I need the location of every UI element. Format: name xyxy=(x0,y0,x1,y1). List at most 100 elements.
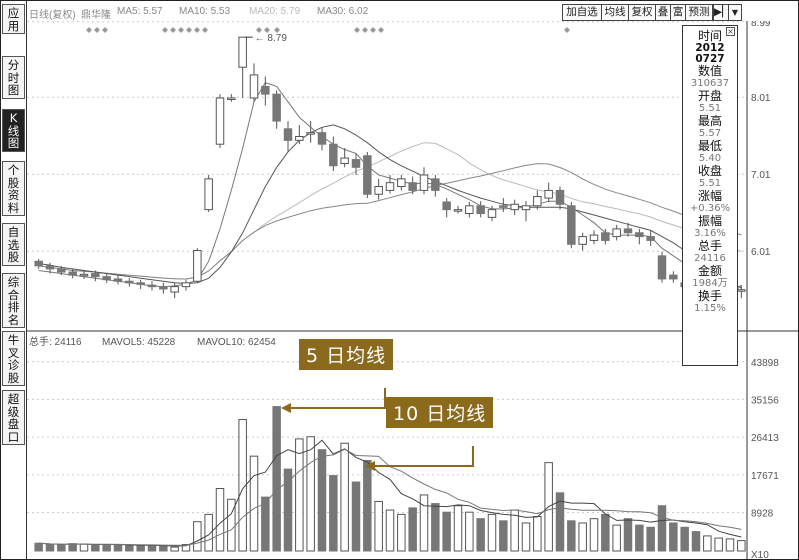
candle-up xyxy=(510,203,519,211)
candle-up xyxy=(249,74,259,99)
sidebar-tab-1[interactable]: 应用 xyxy=(2,4,25,34)
candle-up xyxy=(465,205,474,215)
kline-chart[interactable]: 8.99 8.01 7.01 6.01 43898 35156 26413 17671 8928… xyxy=(27,21,799,560)
sidebar-tab-char: 料 xyxy=(7,200,20,215)
volume-bar-up xyxy=(238,419,247,552)
candle-down xyxy=(125,280,134,284)
info-row-label: 收盘 xyxy=(697,164,722,178)
ma5-readout: MA5: 5.57 xyxy=(117,6,163,17)
info-row-label: 总手 xyxy=(697,239,722,253)
event-marker-icon xyxy=(162,27,168,33)
event-marker-icon xyxy=(362,27,368,33)
sidebar-tab-8[interactable]: 超级盘口 xyxy=(2,390,25,445)
candle-up xyxy=(374,186,383,195)
volume-bar-up xyxy=(725,538,735,552)
event-marker-icon xyxy=(378,27,384,33)
volume-bar-down xyxy=(102,544,111,552)
volume-bar-down xyxy=(431,503,440,552)
sidebar-tab-2[interactable]: 分时图 xyxy=(2,56,25,99)
forecast-button[interactable]: 预测 xyxy=(685,4,713,21)
sidebar-tab-6[interactable]: 综合排名 xyxy=(2,273,25,328)
info-row-label: 最低 xyxy=(697,139,722,153)
candle-up xyxy=(79,273,89,277)
candle-down xyxy=(635,232,644,238)
event-marker-icon xyxy=(178,27,184,33)
volume-bar-down xyxy=(476,518,485,552)
candle-down xyxy=(329,143,338,167)
ma30-readout: MA30: 6.02 xyxy=(317,6,369,17)
volume-bar-down xyxy=(499,520,508,552)
sidebar-tab-char: 用 xyxy=(7,18,20,33)
ma10-callout-arrowhead xyxy=(365,461,375,471)
sidebar-tab-char: 排 xyxy=(7,300,20,314)
candle-down xyxy=(669,274,678,280)
volume-tick-label: 35156 xyxy=(751,395,779,406)
volume-bar-up xyxy=(521,522,531,552)
event-marker-icon xyxy=(186,27,192,33)
info-row-value: 1984万 xyxy=(692,278,728,289)
close-icon[interactable]: × xyxy=(726,27,735,36)
candle-down xyxy=(272,93,281,122)
pin-left-icon[interactable]: ▶▏ xyxy=(713,4,730,21)
mavol5-label: MAVOL5: 45228 xyxy=(102,337,176,348)
volume-bar-down xyxy=(317,449,327,552)
volume-bar-down xyxy=(45,544,55,552)
sidebar-tab-char: 叉 xyxy=(7,345,20,360)
volume-bar-up xyxy=(419,494,429,552)
sidebar-tab-char: 个 xyxy=(7,163,20,177)
mavol10-label: MAVOL10: 62454 xyxy=(197,337,276,348)
volume-bar-down xyxy=(34,542,43,552)
ma-lines-button[interactable]: 均线 xyxy=(601,4,629,21)
info-row-value: 5.51 xyxy=(698,103,722,114)
sidebar-tab-char: 图 xyxy=(7,136,20,150)
event-marker-icon xyxy=(256,27,262,33)
sidebar-tab-char: 自 xyxy=(7,225,20,239)
candle-down xyxy=(646,236,655,241)
volume-bar-up xyxy=(578,522,587,552)
volume-bar-up xyxy=(703,535,712,552)
candle-up xyxy=(385,182,395,191)
info-row-label: 振幅 xyxy=(697,214,722,228)
chevron-down-icon[interactable]: ▼ xyxy=(728,4,742,21)
price-tick-label: 8.01 xyxy=(751,93,771,104)
sidebar-tab-4[interactable]: 个股资料 xyxy=(2,161,25,216)
volume-bar-down xyxy=(623,518,633,552)
event-marker-icon xyxy=(202,27,208,33)
overlay-button[interactable]: 叠 xyxy=(655,4,671,21)
volume-bar-up xyxy=(737,540,746,552)
sidebar-tab-7[interactable]: 牛叉诊股 xyxy=(2,331,25,386)
volume-bar-down xyxy=(657,505,667,552)
info-row-label: 开盘 xyxy=(697,89,722,103)
volume-bar-up xyxy=(249,455,259,552)
event-marker-icon xyxy=(370,27,376,33)
volume-bar-down xyxy=(442,511,451,552)
candle-down xyxy=(283,128,293,141)
candle-down xyxy=(408,182,417,191)
volume-bar-down xyxy=(635,524,644,552)
volume-bar-down xyxy=(691,531,701,552)
rich-button[interactable]: 富 xyxy=(670,4,686,21)
volume-bar-down xyxy=(261,496,270,552)
sidebar-tab-char: 口 xyxy=(7,429,20,444)
volume-bar-down xyxy=(113,544,123,552)
sidebar-tab-char: 资 xyxy=(7,188,20,202)
candle-up xyxy=(521,205,531,211)
volume-bar-down xyxy=(147,544,157,552)
sidebar-tab-5[interactable]: 自选股 xyxy=(2,223,25,266)
volume-bar-down xyxy=(601,513,610,552)
event-marker-icon xyxy=(102,27,108,33)
event-marker-icon xyxy=(354,27,360,33)
volume-bar-down xyxy=(329,475,338,552)
event-marker-icon xyxy=(264,27,270,33)
volume-bar-down xyxy=(669,522,678,552)
sidebar-tab-char: 时 xyxy=(7,70,20,85)
sidebar-tab-char: 名 xyxy=(7,312,20,327)
ma20-line xyxy=(38,142,742,280)
volume-bar-up xyxy=(181,544,191,552)
add-watchlist-button[interactable]: 加自选 xyxy=(562,4,602,21)
restore-rights-button[interactable]: 复权 xyxy=(628,4,656,21)
sidebar-tab-char: 应 xyxy=(7,6,20,20)
info-value-label: 数值 xyxy=(697,64,722,78)
